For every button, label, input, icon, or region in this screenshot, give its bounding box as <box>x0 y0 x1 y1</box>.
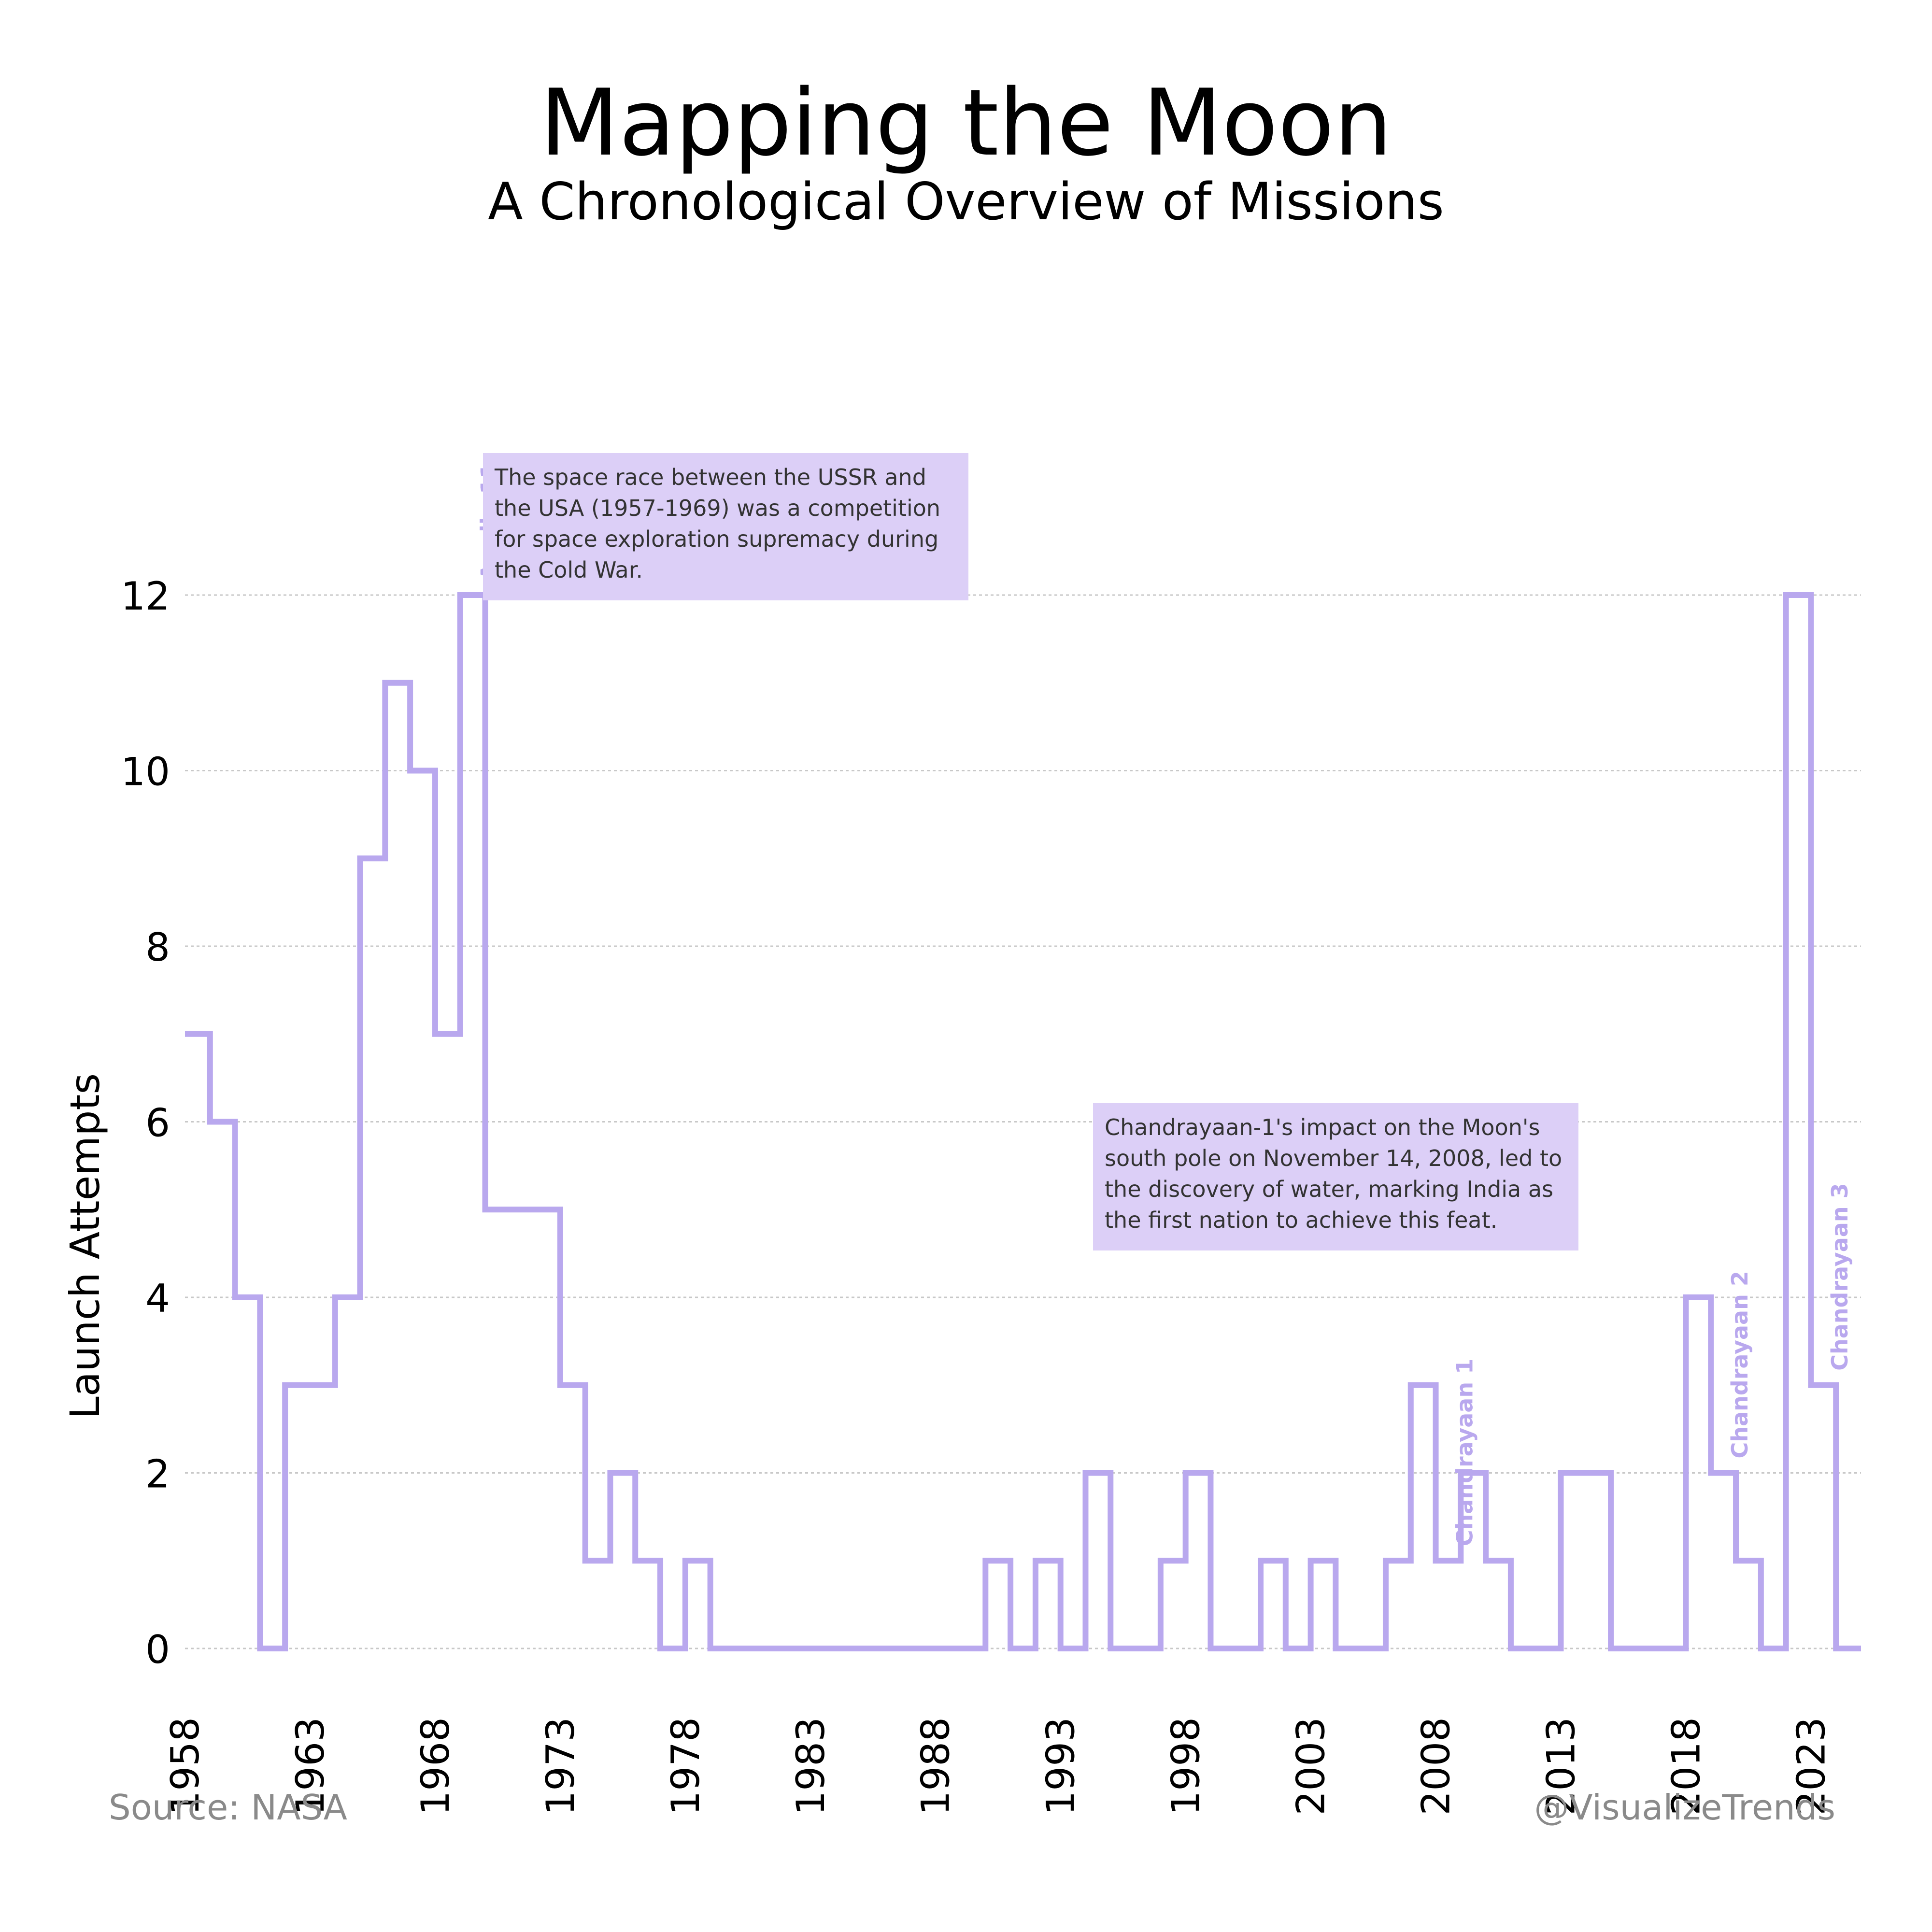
x-tick-label: 2013 <box>1539 1717 1584 1816</box>
x-tick-label: 1993 <box>1038 1717 1083 1816</box>
y-tick-label: 8 <box>145 925 170 970</box>
event-label: Chandrayaan 2 <box>1727 1271 1753 1458</box>
y-axis-label: Launch Attempts <box>61 1073 109 1419</box>
x-tick-label: 1968 <box>413 1717 458 1816</box>
chart-title: Mapping the Moon <box>540 70 1392 176</box>
x-tick-label: 1973 <box>538 1717 583 1816</box>
x-tick-label: 2018 <box>1663 1717 1708 1816</box>
chart-subtitle: A Chronological Overview of Missions <box>488 172 1444 231</box>
y-tick-label: 10 <box>121 750 170 795</box>
event-label: Chandrayaan 3 <box>1827 1183 1853 1370</box>
x-tick-label: 1998 <box>1164 1717 1208 1816</box>
y-tick-label: 0 <box>145 1627 170 1672</box>
x-tick-label: 2008 <box>1414 1717 1459 1816</box>
x-tick-label: 2003 <box>1289 1717 1334 1816</box>
series-line <box>185 592 1861 1651</box>
y-tick-label: 12 <box>121 574 170 619</box>
source-label: Source: NASA <box>109 1787 347 1828</box>
x-tick-label: 1983 <box>788 1717 833 1816</box>
event-label: Chandrayaan 1 <box>1451 1359 1477 1546</box>
annotation-chandrayaan: Chandrayaan-1's impact on the Moon's sou… <box>1093 1103 1578 1250</box>
y-tick-label: 2 <box>145 1452 170 1497</box>
y-tick-label: 4 <box>145 1276 170 1321</box>
x-axis-ticks: 1958 1963 1968 1973 1978 1983 1988 1993 1998 2003… <box>163 1717 1833 1816</box>
credit-handle: @VisualizeTrends <box>1534 1787 1835 1828</box>
y-tick-label: 6 <box>145 1101 170 1146</box>
x-tick-label: 1958 <box>163 1717 208 1816</box>
y-axis-ticks: 0 2 4 6 8 10 12 <box>121 574 170 1672</box>
annotation-space-race: The space race between the USSR and the … <box>483 453 968 600</box>
x-tick-label: 1988 <box>913 1717 958 1816</box>
x-tick-label: 2023 <box>1789 1717 1833 1816</box>
x-tick-label: 1978 <box>663 1717 708 1816</box>
x-tick-label: 1963 <box>288 1717 333 1816</box>
